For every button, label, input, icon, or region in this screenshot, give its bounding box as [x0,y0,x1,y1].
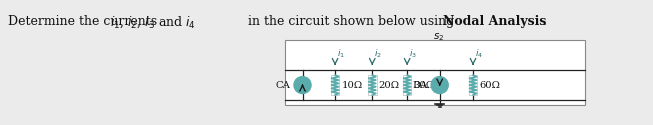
Bar [331,75,340,95]
Text: $i_2$: $i_2$ [374,48,382,60]
Bar [368,75,377,95]
Text: 60Ω: 60Ω [479,81,500,90]
Text: Determine the currents: Determine the currents [8,15,161,28]
Text: in the circuit shown below using: in the circuit shown below using [244,15,458,28]
Text: $i_4$: $i_4$ [475,48,483,60]
Bar [403,75,411,95]
Bar [285,40,585,105]
Bar [469,75,477,95]
Circle shape [431,77,448,94]
Text: 10Ω: 10Ω [342,81,362,90]
Text: .: . [543,15,547,28]
Text: $s_2$: $s_2$ [432,31,444,43]
Text: Nodal Analysis: Nodal Analysis [443,15,547,28]
Text: $i_3$: $i_3$ [409,48,417,60]
Text: $i_1$: $i_1$ [336,48,345,60]
Text: 30Ω: 30Ω [413,81,434,90]
Text: $i_1$, $i_2$, $i_3$ and $i_4$: $i_1$, $i_2$, $i_3$ and $i_4$ [110,15,196,30]
Circle shape [294,77,311,94]
Text: CA: CA [276,81,291,90]
Text: DA: DA [413,81,428,90]
Text: 20Ω: 20Ω [379,81,400,90]
